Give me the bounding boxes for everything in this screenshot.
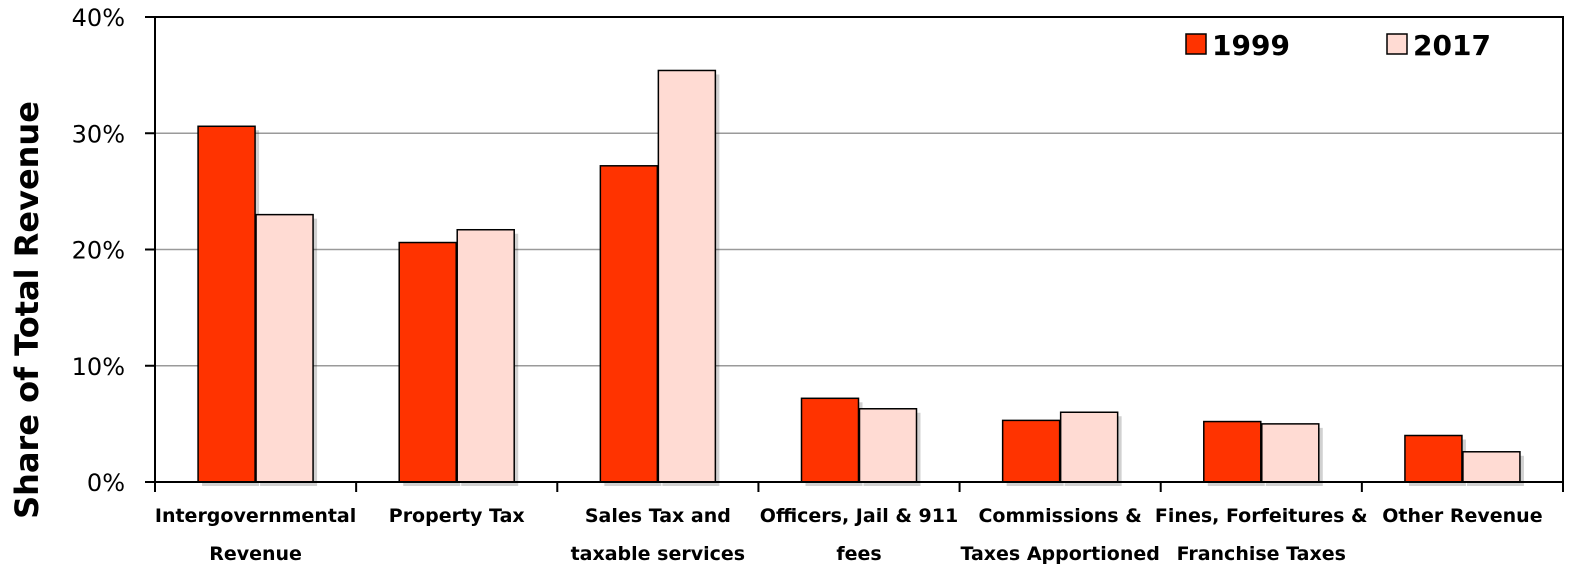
- legend-label: 2017: [1413, 29, 1491, 62]
- x-tick-label: Commissions & Taxes Apportioned: [960, 505, 1159, 565]
- x-tick-label: Property Tax: [389, 505, 525, 527]
- y-axis-title: Share of Total Revenue: [8, 101, 46, 519]
- bars: [197, 69, 1524, 487]
- bar-2017-6: [1462, 451, 1521, 483]
- bar-1999-6: [1404, 434, 1463, 483]
- bar-1999-1: [398, 241, 457, 483]
- bar-2017-5: [1261, 423, 1320, 483]
- x-tick-label: Fines, Forfeitures & Franchise Taxes: [1155, 505, 1368, 565]
- legend-label: 1999: [1212, 29, 1290, 62]
- y-axis-ticks: 0% 10% 20% 30% 40%: [72, 4, 155, 497]
- y-tick-label: 30%: [72, 120, 125, 148]
- bar-2017-4: [1059, 411, 1119, 483]
- legend-swatch: [1185, 33, 1207, 55]
- bar-2017-0: [255, 213, 314, 483]
- bar-2017-3: [858, 408, 918, 483]
- y-tick-label: 20%: [72, 237, 125, 265]
- legend-swatch: [1386, 33, 1408, 55]
- bar-1999-4: [1001, 419, 1061, 483]
- x-tick-label: Officers, Jail & 911 fees: [760, 505, 958, 565]
- plot-frame: [154, 16, 1564, 483]
- bar-1999-0: [197, 125, 256, 483]
- x-tick-label: Other Revenue: [1382, 505, 1542, 527]
- legend: 1999 2017: [1185, 29, 1491, 62]
- bar-2017-1: [456, 228, 515, 483]
- x-tick-label: Intergovernmental Revenue: [155, 505, 356, 565]
- y-tick-label: 10%: [72, 353, 125, 381]
- bar-1999-2: [599, 165, 659, 483]
- bar-1999-3: [800, 397, 860, 483]
- y-tick-label: 0%: [87, 469, 125, 497]
- bar-1999-5: [1203, 420, 1262, 483]
- x-axis: Intergovernmental Revenue Property Tax Sale…: [154, 16, 1564, 565]
- gridlines: [155, 132, 1563, 367]
- bar-2017-2: [657, 69, 717, 483]
- x-tick-label: Sales Tax and taxable services: [571, 505, 746, 565]
- y-tick-label: 40%: [72, 4, 125, 32]
